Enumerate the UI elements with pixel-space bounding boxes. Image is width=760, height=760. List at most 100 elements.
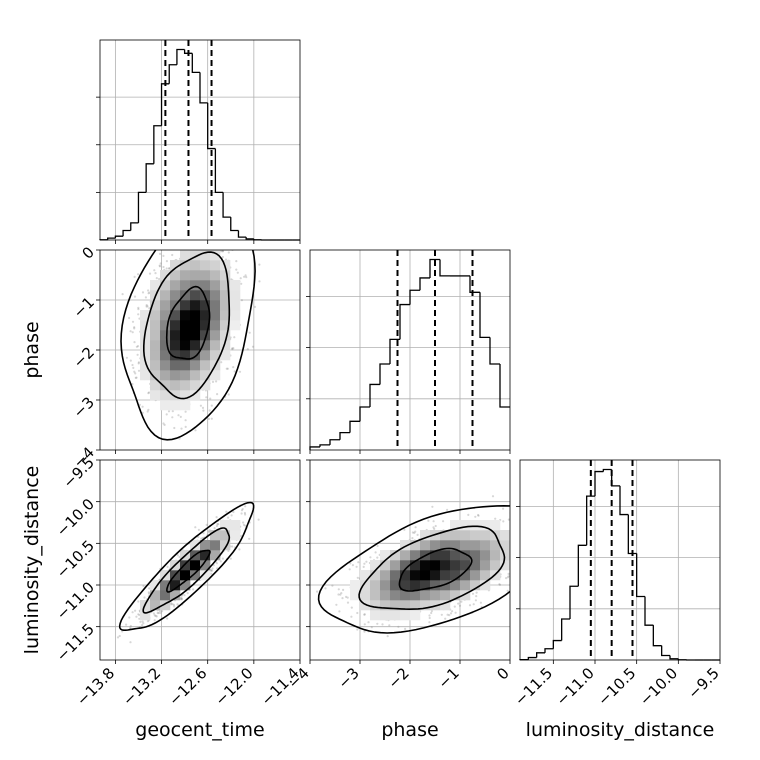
density-cell [210, 290, 221, 301]
scatter-point [324, 587, 327, 590]
density-cell [380, 610, 391, 621]
density-cell [170, 590, 181, 601]
density-cell [200, 280, 211, 291]
histogram-bin-geocent-time [237, 230, 247, 238]
histogram-bin-luminosity-distance [627, 514, 637, 555]
density-cell [200, 340, 211, 351]
density-cell [450, 570, 461, 581]
scatter-point [428, 614, 431, 617]
density-cell [390, 580, 401, 591]
density-cell [170, 350, 181, 361]
density-cell [180, 250, 191, 261]
density-cell [480, 530, 491, 541]
scatter-point [133, 295, 137, 298]
density-cell [420, 530, 431, 541]
scatter-point [180, 427, 183, 430]
scatter-point [184, 410, 187, 413]
scatter-point [129, 624, 132, 628]
density-cell [140, 340, 151, 351]
scatter-point [227, 549, 230, 553]
scatter-point [148, 291, 151, 294]
scatter-point [158, 264, 161, 267]
density-cell [160, 310, 171, 321]
density-cell [140, 320, 151, 331]
scatter-point [505, 577, 508, 580]
density-cell [200, 250, 211, 261]
scatter-point [232, 510, 235, 514]
scatter-point [376, 544, 379, 548]
scatter-point [201, 406, 205, 409]
density-cell [380, 590, 391, 601]
histogram-bin-phase [469, 275, 480, 293]
histogram-bin-geocent-time [222, 192, 231, 218]
scatter-point [404, 627, 407, 631]
scatter-point [244, 524, 247, 527]
scatter-point [192, 588, 195, 591]
density-cell [160, 350, 171, 361]
density-cell [230, 530, 241, 541]
scatter-point [129, 626, 132, 629]
scatter-point [134, 609, 137, 612]
scatter-point [129, 359, 132, 362]
density-cell [180, 280, 191, 291]
density-cell [190, 280, 201, 291]
scatter-point [170, 603, 173, 606]
scatter-point [248, 537, 251, 540]
density-cell [490, 520, 501, 531]
density-cell [470, 550, 481, 561]
density-cell [180, 290, 191, 301]
scatter-point [458, 604, 462, 607]
density-cell [150, 350, 161, 361]
histogram-bin-geocent-time [122, 229, 131, 237]
density-cell [210, 340, 221, 351]
scatter-point [165, 413, 168, 416]
scatter-point [135, 615, 138, 618]
density-cell [370, 600, 381, 611]
density-cell [180, 570, 191, 581]
scatter-point [197, 535, 200, 539]
density-cell [170, 320, 181, 331]
scatter-point [202, 532, 205, 535]
histogram-bin-phase [329, 439, 340, 445]
scatter-point [137, 306, 140, 309]
density-cell [210, 270, 221, 281]
scatter-point [136, 353, 139, 356]
density-cell [450, 520, 461, 531]
histogram-bin-luminosity-distance [552, 639, 562, 649]
density-cell [450, 550, 461, 561]
scatter-point [356, 611, 359, 615]
scatter-point [162, 265, 165, 269]
density-cell [170, 360, 181, 371]
scatter-point [258, 263, 261, 266]
scatter-point [207, 530, 210, 533]
density-cell [190, 260, 201, 271]
density-cell [220, 280, 231, 291]
scatter-point [170, 602, 173, 605]
scatter-point [440, 613, 443, 616]
density-cell [370, 570, 381, 581]
scatter-point [239, 277, 242, 280]
scatter-point [125, 623, 128, 626]
scatter-point [475, 591, 478, 594]
density-cell [500, 530, 510, 541]
density-cell [150, 600, 161, 611]
joint-plot-area [100, 460, 300, 660]
scatter-point [171, 253, 174, 257]
scatter-point [179, 598, 183, 601]
scatter-point [369, 556, 372, 559]
scatter-point [475, 595, 478, 598]
density-cell [370, 590, 381, 601]
density-cell [210, 350, 221, 361]
density-cell [180, 360, 191, 371]
density-cell [200, 540, 211, 551]
density-cell [190, 360, 201, 371]
histogram-geocent-time-panel [96, 39, 301, 244]
scatter-point [215, 562, 218, 565]
scatter-point [245, 276, 248, 279]
density-cell [150, 390, 161, 401]
scatter-point [233, 370, 236, 373]
density-cell [220, 350, 231, 361]
histogram-bin-phase [389, 338, 400, 364]
scatter-point [413, 531, 416, 535]
density-cell [490, 550, 501, 561]
